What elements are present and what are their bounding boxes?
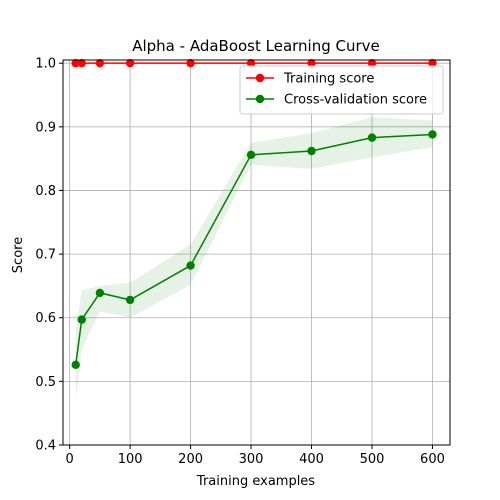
- point-series-1: [307, 146, 316, 156]
- y-tick-label: 0.4: [35, 439, 56, 454]
- x-tick-label: 200: [178, 452, 203, 467]
- x-tick-label: 600: [420, 452, 445, 467]
- point-series-1: [125, 295, 135, 305]
- point-series-1: [367, 133, 377, 142]
- band-series-1: [75, 117, 433, 401]
- point-series-0: [307, 58, 316, 68]
- legend-label: Cross-validation score: [284, 93, 427, 108]
- point-series-1: [246, 150, 256, 160]
- confidence-bands: [75, 117, 433, 401]
- y-tick-label: 0.6: [35, 311, 56, 326]
- point-series-1: [95, 288, 105, 298]
- y-tick-label: 0.7: [35, 248, 56, 263]
- point-series-0: [95, 58, 105, 68]
- x-tick-label: 400: [299, 452, 324, 467]
- series-lines: [71, 58, 437, 370]
- legend-marker: [255, 73, 265, 83]
- point-series-0: [186, 58, 195, 68]
- axis-ticks: 0 100 200 300 400 500 600 0.4 0.5 0.6 0.7 0.8 0.9 1.0: [35, 57, 445, 467]
- y-tick-label: 1.0: [35, 57, 56, 72]
- point-series-0: [246, 58, 256, 68]
- y-tick-label: 0.9: [35, 120, 56, 135]
- point-series-0: [77, 58, 86, 68]
- y-tick-label: 0.8: [35, 184, 56, 199]
- y-axis-label: Score: [11, 237, 26, 273]
- chart-title: Alpha - AdaBoost Learning Curve: [132, 37, 380, 55]
- legend: Training score Cross-validation score: [239, 65, 444, 115]
- point-series-1: [77, 315, 86, 324]
- x-tick-label: 0: [66, 452, 74, 467]
- x-tick-label: 300: [239, 452, 264, 467]
- legend-marker: [255, 94, 265, 104]
- point-series-0: [428, 58, 437, 68]
- y-tick-label: 0.5: [35, 375, 56, 390]
- point-series-0: [125, 58, 135, 68]
- x-tick-label: 100: [118, 452, 143, 467]
- plot-area-frame: [62, 59, 451, 446]
- point-series-0: [367, 58, 377, 68]
- legend-box: [239, 65, 444, 115]
- x-tick-label: 500: [360, 452, 385, 467]
- legend-label: Training score: [283, 72, 374, 87]
- point-series-1: [428, 130, 437, 139]
- x-axis-label: Training examples: [196, 474, 315, 489]
- point-series-0: [71, 58, 80, 68]
- point-series-1: [186, 261, 195, 270]
- point-series-1: [71, 360, 80, 370]
